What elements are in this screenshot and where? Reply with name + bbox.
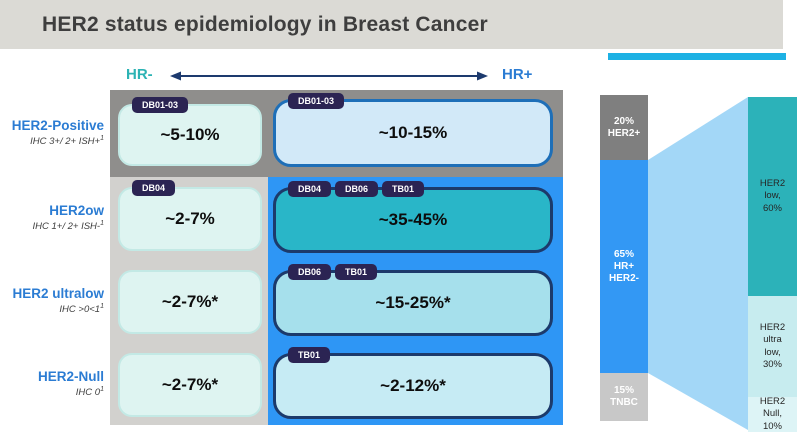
cell-value: ~2-7% bbox=[165, 209, 215, 228]
axis-label-hr-negative: HR- bbox=[126, 66, 153, 83]
segment-line: HR+ bbox=[613, 260, 635, 272]
axis-label-hr-positive: HR+ bbox=[502, 66, 533, 83]
segment-line: 30% bbox=[762, 359, 782, 370]
accent-bar bbox=[608, 53, 786, 60]
bar-segment-her2-null: HER2 Null, 10% bbox=[748, 395, 797, 432]
trial-badges: DB01-03 bbox=[288, 93, 345, 109]
row-subtitle: IHC >0<11 bbox=[0, 301, 104, 316]
flow-ribbon bbox=[648, 97, 748, 430]
trial-badge: TB01 bbox=[288, 347, 331, 363]
ihc-text: IHC >0<1 bbox=[59, 304, 101, 316]
segment-line: low, bbox=[764, 190, 781, 202]
segment-line: HER2- bbox=[608, 272, 639, 284]
trial-badge: TB01 bbox=[382, 181, 425, 197]
segment-line: TNBC bbox=[610, 397, 638, 408]
row-title: HER2ow bbox=[49, 202, 104, 218]
segment-line: 20% bbox=[613, 115, 634, 127]
trial-badge: DB04 bbox=[288, 181, 332, 197]
row-title: HER2-Positive bbox=[11, 117, 104, 133]
row-label-her2-null: HER2-Null IHC 01 bbox=[0, 369, 104, 399]
segment-line: HER2 bbox=[759, 321, 786, 333]
cell-value: ~10-15% bbox=[378, 123, 448, 142]
page-title: HER2 status epidemiology in Breast Cance… bbox=[42, 13, 488, 36]
epidemiology-matrix: DB01-03 ~5-10% DB01-03 ~10-15% DB04 ~2-7… bbox=[110, 90, 563, 425]
cell-her2-null-hr-negative: ~2-7%* bbox=[118, 353, 262, 417]
bar-segment-her2-low: HER2 low, 60% bbox=[748, 97, 797, 296]
row-label-her2-low: HER2ow IHC 1+/ 2+ ISH-1 bbox=[0, 202, 105, 233]
ihc-text: IHC 3+/ 2+ ISH+ bbox=[30, 136, 101, 148]
bar-segment-tnbc: 15% TNBC bbox=[600, 373, 648, 421]
title-band: HER2 status epidemiology in Breast Cance… bbox=[0, 0, 783, 49]
trial-badges: DB01-03 bbox=[132, 97, 189, 113]
row-subtitle: IHC 01 bbox=[0, 384, 104, 399]
cell-value: ~5-10% bbox=[160, 125, 220, 144]
segment-line: Null, bbox=[762, 408, 782, 420]
cell-value: ~15-25%* bbox=[375, 293, 451, 312]
segment-line: ultra bbox=[763, 334, 782, 345]
trial-badge: DB01-03 bbox=[132, 97, 189, 113]
cell-value: ~2-7%* bbox=[161, 292, 219, 311]
footnote-marker: 1 bbox=[100, 302, 104, 310]
segment-line: 10% bbox=[762, 420, 782, 432]
row-label-her2-ultralow: HER2 ultralow IHC >0<11 bbox=[0, 286, 104, 316]
trial-badges: DB04 bbox=[132, 180, 176, 196]
ihc-text: IHC 1+/ 2+ ISH- bbox=[32, 221, 101, 233]
cell-her2-ultralow-hr-positive: DB06 TB01 ~15-25%* bbox=[273, 264, 553, 336]
segment-line: 65% bbox=[613, 248, 634, 260]
segment-line: 60% bbox=[762, 202, 782, 214]
segment-line: HER2 bbox=[759, 177, 786, 189]
cell-her2-low-hr-negative: DB04 ~2-7% bbox=[118, 180, 262, 251]
hr-axis-arrow-icon bbox=[170, 71, 488, 81]
cell-value: ~35-45% bbox=[378, 210, 448, 229]
bar-segment-hr-positive-her2-negative: 65% HR+ HER2- bbox=[600, 160, 648, 373]
trial-badges: DB06 TB01 bbox=[288, 264, 378, 280]
cell-value: ~2-7%* bbox=[161, 375, 219, 394]
segment-line: low, bbox=[764, 346, 781, 358]
trial-badge: DB06 bbox=[288, 264, 332, 280]
row-subtitle: IHC 1+/ 2+ ISH-1 bbox=[0, 218, 105, 233]
row-label-her2-positive: HER2-Positive IHC 3+/ 2+ ISH+1 bbox=[0, 118, 104, 148]
trial-badge: TB01 bbox=[335, 264, 378, 280]
footnote-marker: 1 bbox=[100, 134, 104, 142]
trial-badges: TB01 bbox=[288, 347, 331, 363]
trial-badge: DB04 bbox=[132, 180, 176, 196]
row-title: HER2 ultralow bbox=[12, 285, 104, 301]
cell-value: ~2-12%* bbox=[380, 376, 446, 395]
cell-her2-null-hr-positive: TB01 ~2-12%* bbox=[273, 347, 553, 419]
cell-her2-ultralow-hr-negative: ~2-7%* bbox=[118, 270, 262, 334]
segment-line: HER2+ bbox=[607, 127, 641, 139]
trial-badge: DB01-03 bbox=[288, 93, 345, 109]
bar-segment-her2-ultralow: HER2 ultra low, 30% bbox=[748, 296, 797, 397]
cell-her2-positive-hr-positive: DB01-03 ~10-15% bbox=[273, 93, 553, 167]
footnote-marker: 1 bbox=[100, 385, 104, 393]
cell-her2-low-hr-positive: DB04 DB06 TB01 ~35-45% bbox=[273, 181, 553, 253]
segment-line: 15% bbox=[613, 385, 634, 396]
bar-segment-her2-positive: 20% HER2+ bbox=[600, 95, 648, 160]
ihc-text: IHC 0 bbox=[75, 387, 101, 399]
trial-badges: DB04 DB06 TB01 bbox=[288, 181, 425, 197]
footnote-marker: 1 bbox=[100, 219, 104, 227]
row-title: HER2-Null bbox=[37, 368, 104, 384]
cell-her2-positive-hr-negative: DB01-03 ~5-10% bbox=[118, 97, 262, 166]
trial-badge: DB06 bbox=[335, 181, 379, 197]
row-subtitle: IHC 3+/ 2+ ISH+1 bbox=[0, 133, 104, 148]
segment-line: HER2 bbox=[759, 395, 786, 407]
